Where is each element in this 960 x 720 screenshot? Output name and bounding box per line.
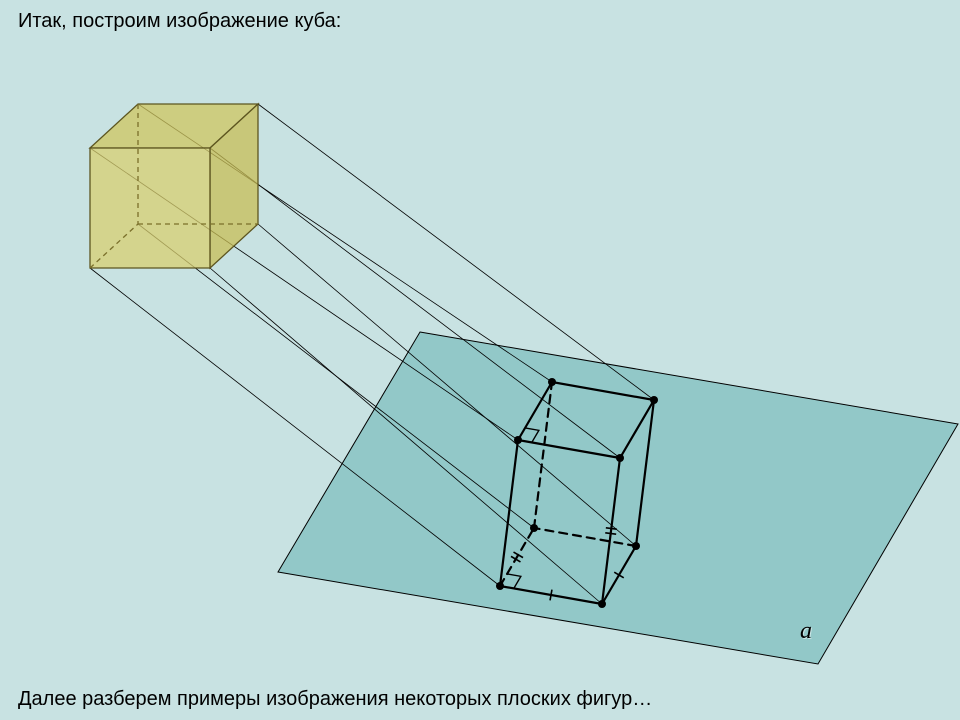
projection-plane [278, 332, 958, 664]
projection-vertex [496, 582, 504, 590]
projection-vertex [598, 600, 606, 608]
projection-vertex [632, 542, 640, 550]
projection-vertex [650, 396, 658, 404]
projection-vertex [548, 378, 556, 386]
projection-vertex [530, 524, 538, 532]
diagram-svg [0, 0, 960, 720]
footer-text: Далее разберем примеры изображения некот… [18, 688, 652, 711]
diagram-stage: Итак, построим изображение куба: Далее р… [0, 0, 960, 720]
cube-front-face [90, 148, 210, 268]
projection-vertex [616, 454, 624, 462]
title-text: Итак, построим изображение куба: [18, 10, 341, 33]
alpha-label: a [800, 618, 812, 645]
projection-vertex [514, 436, 522, 444]
